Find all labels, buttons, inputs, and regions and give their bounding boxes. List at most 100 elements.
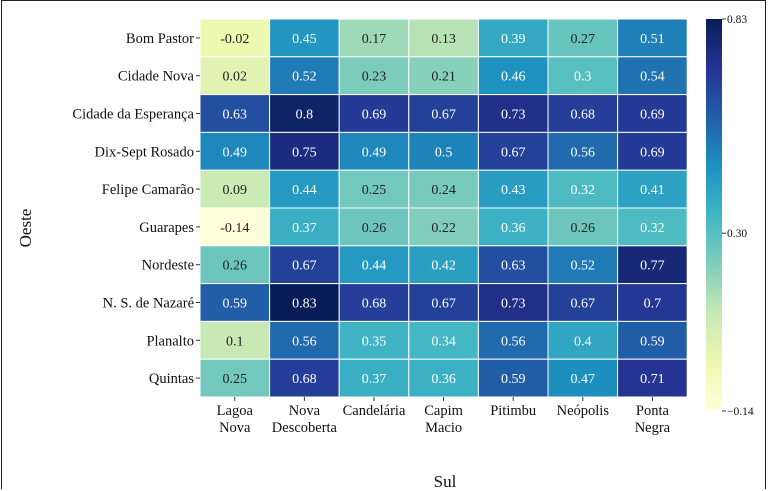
x-tick-label: Negra (635, 420, 671, 436)
cell-value-label: 0.39 (501, 32, 526, 47)
heatmap-cell (338, 320, 410, 360)
cell-value-label: 0.52 (571, 259, 596, 274)
cell-value-label: 0.43 (501, 183, 526, 198)
heatmap-cell (338, 56, 410, 96)
cell-value-label: 0.36 (501, 221, 526, 236)
heatmap-cell (408, 283, 479, 322)
heatmap-cell (338, 358, 410, 398)
y-tick-label: Dix-Sept Rosado (95, 144, 194, 160)
cell-value-label: 0.32 (571, 183, 596, 198)
heatmap-cell (408, 94, 479, 133)
cell-value-label: 0.26 (571, 221, 596, 236)
heatmap-cell (617, 131, 688, 171)
x-tick-label: Lagoa (217, 403, 254, 419)
cell-value-label: 0.22 (431, 221, 456, 236)
cell-value-label: 0.54 (640, 70, 665, 85)
cell-value-label: 0.63 (223, 108, 248, 123)
cell-value-label: 0.44 (292, 183, 317, 198)
heatmap-cell (617, 18, 688, 58)
heatmap-cell (408, 56, 479, 96)
y-tick-label: Guarapes (139, 220, 194, 236)
colorbar: 0.83 0.30 −0.14 (706, 14, 754, 418)
cell-value-label: 0.56 (501, 334, 526, 349)
heatmap-cell (477, 169, 549, 209)
y-tick-label: Quintas (149, 371, 194, 387)
heatmap-cell (617, 283, 688, 322)
cell-value-label: 0.59 (223, 297, 248, 312)
y-tick-label: Cidade Nova (118, 69, 195, 85)
heatmap-cell (547, 320, 619, 360)
heatmap-cell (269, 320, 340, 360)
cell-value-label: 0.26 (223, 259, 248, 274)
cell-value-label: 0.46 (501, 70, 526, 85)
heatmap-cell (477, 131, 549, 171)
cell-value-label: 0.25 (223, 372, 248, 387)
cell-value-label: 0.67 (571, 297, 596, 312)
x-tick-label: Capim (424, 403, 463, 419)
cell-value-label: 0.67 (292, 259, 317, 274)
cell-value-label: 0.45 (292, 32, 317, 47)
cell-value-label: -0.02 (220, 32, 249, 47)
cell-value-label: 0.36 (431, 372, 456, 387)
cell-value-label: 0.59 (640, 334, 665, 349)
cell-value-label: 0.24 (431, 183, 456, 198)
cell-value-label: 0.8 (296, 108, 314, 123)
colorbar-tick-label: −0.14 (727, 406, 754, 418)
x-tick-label: Macio (425, 420, 462, 436)
cell-value-label: 0.09 (223, 183, 248, 198)
heatmap-cell (547, 283, 619, 322)
heatmap-cell (477, 358, 549, 398)
cell-value-label: 0.69 (640, 145, 665, 160)
cell-value-label: 0.59 (501, 372, 526, 387)
heatmap-cell (269, 283, 340, 322)
colorbar-tick-label: 0.30 (727, 228, 747, 240)
cell-value-label: 0.27 (571, 32, 596, 47)
cell-value-label: 0.83 (292, 297, 317, 312)
heatmap-cell (547, 56, 619, 96)
cell-value-label: 0.5 (435, 145, 453, 160)
cell-value-label: 0.26 (362, 221, 387, 236)
colorbar-gradient (706, 19, 722, 411)
cell-value-label: 0.67 (431, 108, 456, 123)
heatmap-cell (547, 18, 619, 58)
cell-value-label: 0.51 (640, 32, 665, 47)
cell-value-label: 0.13 (431, 32, 456, 47)
cell-value-label: 0.21 (431, 70, 456, 85)
x-tick-label: Pitimbu (490, 403, 536, 419)
cell-value-label: 0.68 (292, 372, 317, 387)
heatmap-cell (477, 94, 549, 133)
x-tick-label: Candelária (343, 403, 406, 419)
cell-value-label: 0.68 (571, 108, 596, 123)
cell-value-label: 0.49 (223, 145, 248, 160)
heatmap-cell (547, 245, 619, 285)
cell-value-label: 0.37 (292, 221, 317, 236)
cell-value-label: 0.35 (362, 334, 387, 349)
cell-value-label: 0.52 (292, 70, 317, 85)
y-tick-label: Nordeste (142, 258, 194, 274)
cell-value-label: 0.23 (362, 70, 387, 85)
cell-value-label: 0.56 (292, 334, 317, 349)
cell-value-label: 0.32 (640, 221, 665, 236)
x-tick-label: Descoberta (272, 420, 338, 436)
cell-value-label: 0.47 (571, 372, 596, 387)
x-axis-title: Sul (434, 472, 457, 491)
cell-value-label: 0.42 (431, 259, 456, 274)
cell-value-label: 0.69 (640, 108, 665, 123)
cell-value-label: 0.75 (292, 145, 317, 160)
cell-value-label: 0.37 (362, 372, 387, 387)
heatmap-cell (199, 207, 271, 247)
cell-value-label: 0.4 (574, 334, 592, 349)
heatmap-cell (269, 358, 340, 398)
heatmap-cell (547, 169, 619, 209)
y-tick-label: Bom Pastor (126, 31, 194, 47)
y-tick-labels: Bom Pastor Cidade Nova Cidade da Esperança… (72, 31, 200, 387)
y-tick-label: Felipe Camarão (102, 182, 194, 198)
heatmap-cell (338, 283, 410, 322)
cell-value-label: 0.68 (362, 297, 387, 312)
cell-value-label: 0.56 (571, 145, 596, 160)
heatmap-cell (408, 169, 479, 209)
cell-value-label: 0.17 (362, 32, 387, 47)
cell-value-label: 0.71 (640, 372, 665, 387)
